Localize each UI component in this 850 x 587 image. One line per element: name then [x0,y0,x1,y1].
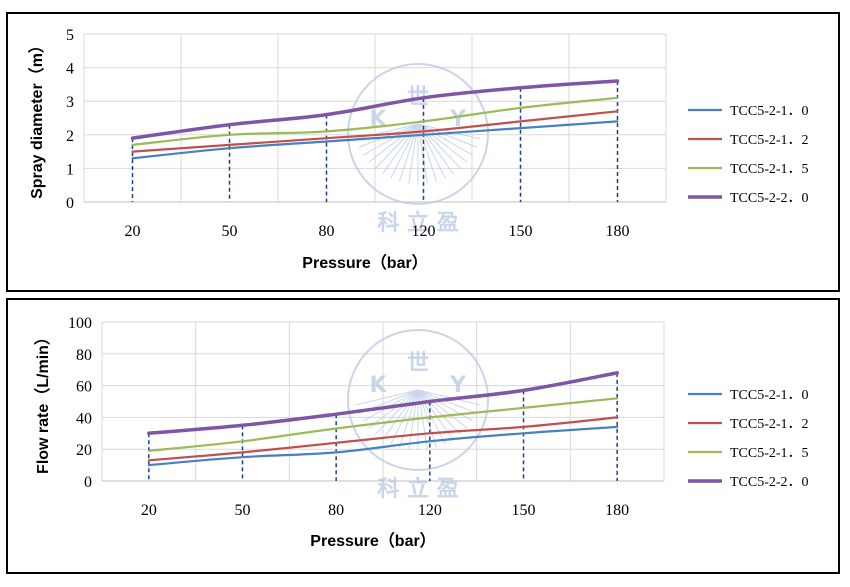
top-x-tick-label: 180 [606,223,630,240]
top-watermark-ray [417,123,428,184]
bottom-watermark-ray [374,389,419,435]
top-watermark-ray [417,123,437,182]
top-watermark-ray [408,123,419,184]
top-watermark-ray [417,123,478,148]
top-watermark-ray [417,123,481,140]
top-y-tick-label: 3 [66,94,74,111]
top-watermark-ray [363,123,419,156]
bottom-gridlines [101,321,665,482]
bottom-series-line-tcc5-2-2-0 [147,371,619,436]
bottom-watermark-ray [417,389,468,429]
bottom-y-tick-label: 20 [76,442,92,459]
bottom-legend-label-tcc5-2-1-2: TCC5-2-1．2 [730,417,809,432]
top-x-tick-label: 150 [509,223,533,240]
bottom-legend: TCC5-2-1．0 TCC5-2-1．2 TCC5-2-1．5 TCC5-2-2．0 [688,388,809,490]
top-watermark-ray [417,123,473,156]
bottom-watermark-ray [417,389,462,435]
top-legend: TCC5-2-1．0 TCC5-2-1．2 TCC5-2-1．5 TCC5-2-2．0 [688,104,809,206]
top-series-line-tcc5-2-1-0 [131,120,619,160]
top-watermark-logo: K Y世科 立 盈 [347,63,489,236]
bottom-y-tick-label: 60 [76,379,92,396]
top-series-line-tcc5-2-2-0 [130,79,620,140]
flow-rate-chart: K Y世科 立 盈 0 20 40 60 80 100 20 50 80 120 150 180 Press… [34,315,809,550]
bottom-legend-label-tcc5-2-1-5: TCC5-2-1．5 [730,446,809,461]
top-watermark-bottom: 科 立 盈 [377,210,458,236]
bottom-y-axis-title: Flow rate（L/min） [34,329,52,474]
bottom-x-tick-label: 180 [605,502,629,519]
bottom-watermark-logo: K Y世科 立 盈 [347,329,489,502]
bottom-series-line-tcc5-2-1-0 [147,425,619,467]
top-y-axis-title: Spray diameter（m） [28,37,46,199]
top-x-tick-label: 50 [222,223,238,240]
bottom-x-tick-label: 120 [418,502,442,519]
top-watermark-ring [347,63,489,205]
top-watermark-ray [417,123,446,179]
top-y-tick-label: 5 [66,27,74,44]
bottom-watermark-y: Y [449,373,467,398]
bottom-watermark-ring [347,329,489,471]
top-x-axis-title: Pressure（bar） [302,254,427,272]
bottom-watermark-ray [417,389,428,450]
top-watermark-ray [358,123,419,148]
top-y-tick-label: 2 [66,128,74,145]
top-watermark-ray [399,123,419,182]
top-x-tick-label: 20 [125,223,141,240]
spray-diameter-chart: K Y世科 立 盈 0 1 2 3 4 5 20 50 80 120 150 180 Pressure（ba… [28,27,809,272]
bottom-watermark-ray [417,389,473,422]
bottom-x-tick-label: 50 [235,502,251,519]
top-series-line-tcc5-2-1-2 [131,110,619,153]
bottom-watermark-ray [382,389,419,441]
top-x-tick-label: 120 [412,223,436,240]
bottom-x-tick-label: 20 [141,502,157,519]
bottom-x-tick-label: 150 [512,502,536,519]
bottom-legend-label-tcc5-2-1-0: TCC5-2-1．0 [730,388,809,403]
bottom-x-tick-label: 80 [328,502,344,519]
bottom-watermark-ray [417,389,478,414]
top-watermark-ray [368,123,419,163]
bottom-watermark-k: K [369,373,387,398]
bottom-watermark-ray [417,389,481,406]
bottom-x-axis-title: Pressure（bar） [310,532,435,550]
bottom-dashed-guides [148,372,618,481]
bottom-series-line-tcc5-2-1-5 [147,397,619,452]
top-legend-label-tcc5-2-1-2: TCC5-2-1．2 [730,133,809,148]
top-legend-label-tcc5-2-1-5: TCC5-2-1．5 [730,162,809,177]
bottom-legend-label-tcc5-2-2-0: TCC5-2-2．0 [730,475,809,490]
bottom-series-line-tcc5-2-1-2 [147,416,619,462]
bottom-y-tick-label: 80 [76,347,92,364]
bottom-y-tick-label: 40 [76,410,92,427]
top-x-tick-label: 80 [319,223,335,240]
bottom-watermark-ray [368,389,419,429]
bottom-y-tick-label: 100 [68,315,92,332]
bottom-watermark-ray [355,389,419,406]
bottom-y-tick-label: 0 [84,474,92,491]
bottom-watermark-ray [390,389,419,445]
top-dashed-guides [131,81,619,202]
top-series-line-tcc5-2-1-5 [131,96,619,146]
bottom-watermark-bottom: 科 立 盈 [377,476,458,502]
top-legend-label-tcc5-2-1-0: TCC5-2-1．0 [730,104,809,119]
top-y-tick-label: 1 [66,161,74,178]
top-watermark-y: Y [449,107,467,132]
bottom-watermark-top: 世 [407,351,429,376]
top-y-tick-label: 0 [66,195,74,212]
top-y-tick-label: 4 [66,61,74,78]
top-legend-label-tcc5-2-2-0: TCC5-2-2．0 [730,191,809,206]
